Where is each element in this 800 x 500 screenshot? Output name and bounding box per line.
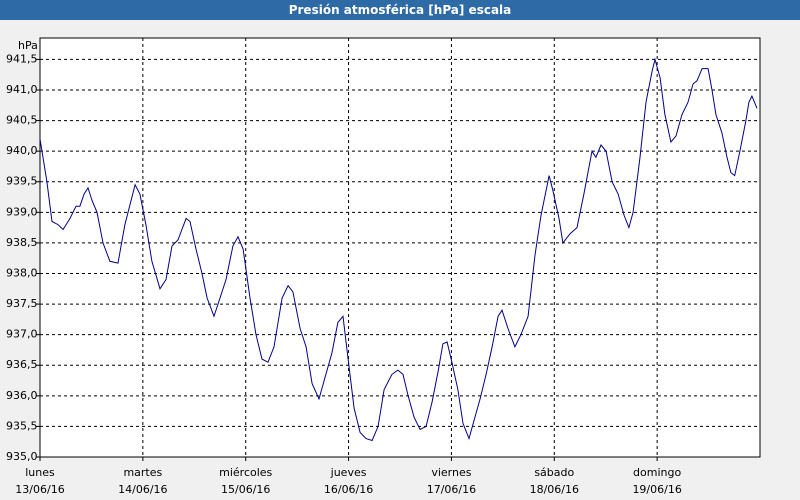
x-tick-label: 14/06/16 xyxy=(118,483,167,496)
x-tick-label: martes xyxy=(123,466,162,479)
y-tick-label: 941,0 xyxy=(6,83,38,96)
plot-area xyxy=(40,38,760,457)
x-tick-label: 19/06/16 xyxy=(632,483,681,496)
y-tick-label: 935,5 xyxy=(6,419,38,432)
y-tick-label: 939,0 xyxy=(6,205,38,218)
x-tick-label: 16/06/16 xyxy=(324,483,373,496)
x-tick-label: 17/06/16 xyxy=(427,483,476,496)
x-tick-label: sábado xyxy=(534,466,574,479)
y-tick-label: 937,0 xyxy=(6,328,38,341)
x-tick-label: miércoles xyxy=(219,466,272,479)
line-series xyxy=(39,57,758,442)
y-tick-label: 939,5 xyxy=(6,175,38,188)
y-tick-label: 938,5 xyxy=(6,236,38,249)
y-tick-label: 937,5 xyxy=(6,297,38,310)
y-tick-label: 940,0 xyxy=(6,144,38,157)
y-tick-label: 940,5 xyxy=(6,114,38,127)
y-axis-label: hPa xyxy=(18,39,38,52)
y-tick-label: 936,5 xyxy=(6,358,38,371)
x-tick-label: lunes xyxy=(25,466,55,479)
x-tick-label: jueves xyxy=(330,466,367,479)
x-tick-label: viernes xyxy=(431,466,471,479)
chart-title: Presión atmosférica [hPa] escala xyxy=(0,0,800,20)
x-tick-label: domingo xyxy=(633,466,681,479)
x-tick-label: 18/06/16 xyxy=(530,483,579,496)
plot-border xyxy=(39,37,761,458)
y-tick-label: 938,0 xyxy=(6,266,38,279)
x-tick-label: 13/06/16 xyxy=(15,483,64,496)
y-tick-label: 941,5 xyxy=(6,52,38,65)
y-tick-label: 936,0 xyxy=(6,389,38,402)
y-tick-label: 935,0 xyxy=(6,450,38,463)
x-tick-label: 15/06/16 xyxy=(221,483,270,496)
